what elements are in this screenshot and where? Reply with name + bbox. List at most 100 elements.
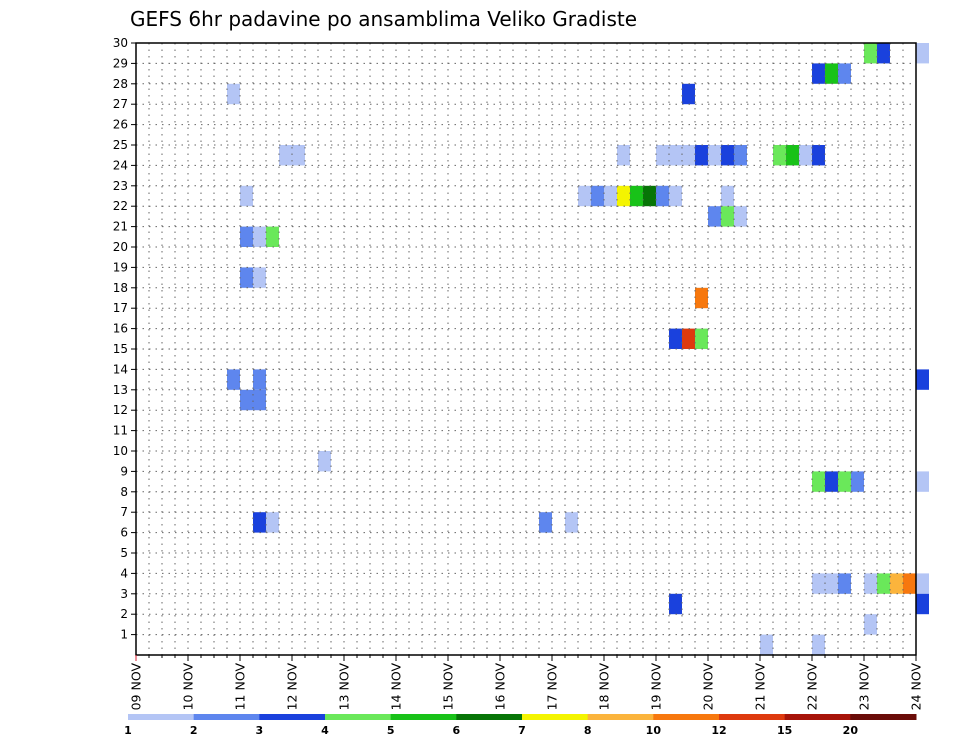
colorbar-swatch xyxy=(587,714,654,720)
colorbar-swatch xyxy=(653,714,720,720)
y-tick-label: 27 xyxy=(113,97,128,111)
y-tick-label: 3 xyxy=(120,587,128,601)
x-tick-label: 21 NOV xyxy=(753,663,768,711)
y-tick-label: 29 xyxy=(113,56,128,70)
heatmap-cell xyxy=(812,63,825,84)
heatmap-cell xyxy=(578,185,591,207)
grid-layer xyxy=(136,43,916,655)
heatmap-cell xyxy=(227,369,240,390)
heatmap-cell xyxy=(656,185,669,207)
y-tick-label: 25 xyxy=(113,138,128,152)
heatmap-cell xyxy=(812,573,825,594)
y-tick-label: 2 xyxy=(120,607,128,621)
x-tick-label: 24 NOV xyxy=(909,663,924,711)
heatmap-cell xyxy=(799,145,812,166)
heatmap-cell xyxy=(617,145,630,166)
heatmap-cell xyxy=(877,43,890,64)
colorbar-label: 4 xyxy=(321,724,329,737)
heatmap-cell xyxy=(851,471,864,492)
x-tick-label: 10 NOV xyxy=(181,663,196,711)
colorbar-label: 1 xyxy=(124,724,132,737)
heatmap-cell xyxy=(825,471,838,492)
x-tick-label: 17 NOV xyxy=(545,663,560,711)
heatmap-cell xyxy=(682,83,695,105)
heatmap-cell xyxy=(604,185,617,207)
heatmap-cell xyxy=(812,634,825,655)
y-tick-label: 12 xyxy=(113,403,128,417)
colorbar-label: 10 xyxy=(646,724,662,737)
colorbar-label: 15 xyxy=(777,724,792,737)
colorbar-label: 7 xyxy=(518,724,526,737)
heatmap-cell xyxy=(721,185,734,207)
heatmap-cell xyxy=(682,328,695,349)
colorbar-label: 5 xyxy=(387,724,395,737)
heatmap-cell xyxy=(643,185,656,207)
heatmap-cell xyxy=(812,145,825,166)
y-tick-label: 4 xyxy=(120,566,128,580)
y-tick-label: 9 xyxy=(120,464,128,478)
heatmap-cell xyxy=(916,573,929,594)
heatmap-cell xyxy=(240,185,253,207)
heatmap-cell xyxy=(838,573,851,594)
x-tick-label: 19 NOV xyxy=(649,663,664,711)
heatmap-cell xyxy=(266,512,279,533)
cells-layer xyxy=(227,43,929,655)
heatmap-cell xyxy=(253,389,266,411)
heatmap-cell xyxy=(539,512,552,533)
heatmap-cell xyxy=(916,471,929,492)
y-tick-label: 11 xyxy=(113,424,128,438)
y-tick-label: 30 xyxy=(113,36,128,50)
y-tick-label: 5 xyxy=(120,546,128,560)
colorbar-label: 20 xyxy=(843,724,859,737)
heatmap-cell xyxy=(266,226,279,247)
colorbar-swatch xyxy=(259,714,326,720)
y-tick-label: 15 xyxy=(113,342,128,356)
y-tick-label: 22 xyxy=(113,199,128,213)
heatmap-cell xyxy=(812,471,825,492)
heatmap-cell xyxy=(838,63,851,84)
x-tick-label: 11 NOV xyxy=(233,663,248,711)
heatmap-cell xyxy=(318,451,331,472)
heatmap-cell xyxy=(734,206,747,227)
colorbar-swatch xyxy=(719,714,786,720)
y-tick-label: 6 xyxy=(120,526,128,540)
x-tick-label: 18 NOV xyxy=(597,663,612,711)
heatmap-cell xyxy=(669,145,682,166)
colorbar-label: 2 xyxy=(190,724,198,737)
y-tick-label: 19 xyxy=(113,260,128,274)
y-tick-label: 7 xyxy=(120,505,128,519)
heatmap-cell xyxy=(708,206,721,227)
heatmap-cell xyxy=(253,267,266,288)
heatmap-cell xyxy=(864,573,877,594)
chart-title: GEFS 6hr padavine po ansamblima Veliko G… xyxy=(130,7,637,31)
y-tick-label: 26 xyxy=(113,118,128,132)
heatmap-cell xyxy=(669,185,682,207)
heatmap-cell xyxy=(773,145,786,166)
x-tick-label: 16 NOV xyxy=(493,663,508,711)
x-tick-label: 12 NOV xyxy=(285,663,300,711)
heatmap-cell xyxy=(669,328,682,349)
x-tick-label: 15 NOV xyxy=(441,663,456,711)
y-tick-label: 28 xyxy=(113,77,128,91)
heatmap-cell xyxy=(760,634,773,655)
heatmap-cell xyxy=(890,573,903,594)
heatmap-cell xyxy=(682,145,695,166)
y-tick-label: 18 xyxy=(113,281,128,295)
x-axis: 09 NOV 10 NOV 11 NOV 12 NOV 13 NOV 14 NOV 15 N… xyxy=(129,655,924,710)
heatmap-cell xyxy=(786,145,799,166)
heatmap-cell xyxy=(617,185,630,207)
y-tick-label: 14 xyxy=(113,362,128,376)
heatmap-cell xyxy=(864,43,877,64)
heatmap-cell xyxy=(721,145,734,166)
colorbar-swatch xyxy=(850,714,917,720)
heatmap-cell xyxy=(825,63,838,84)
colorbar-swatch xyxy=(784,714,851,720)
heatmap-cell xyxy=(695,145,708,166)
x-tick-label: 23 NOV xyxy=(857,663,872,711)
colorbar-swatch xyxy=(456,714,523,720)
y-tick-label: 13 xyxy=(113,383,128,397)
colorbar-swatch xyxy=(390,714,457,720)
colorbar-label: 3 xyxy=(256,724,264,737)
heatmap-cell xyxy=(916,593,929,615)
